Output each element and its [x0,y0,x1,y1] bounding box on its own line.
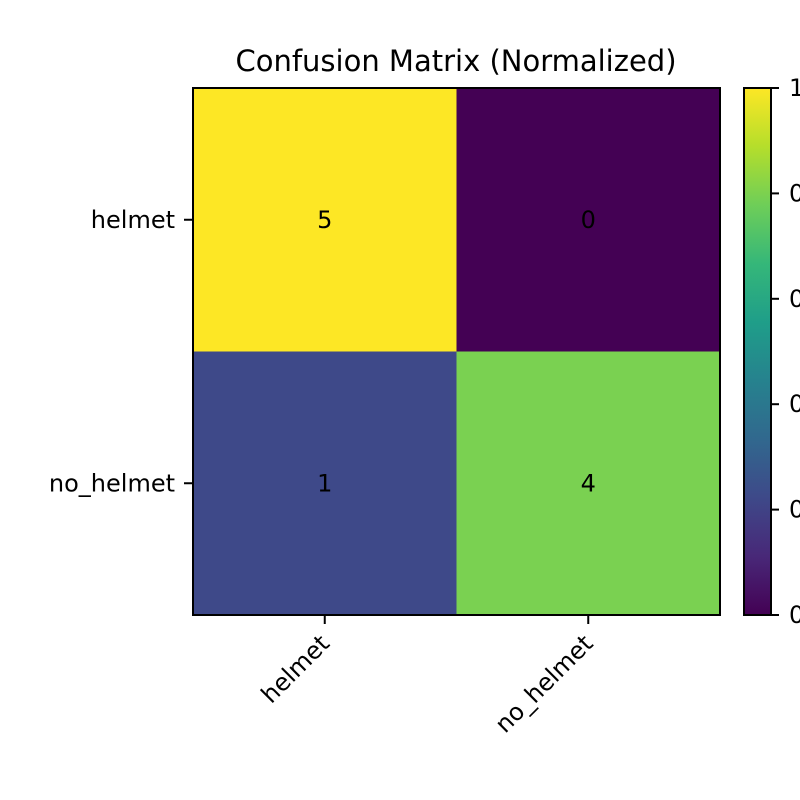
colorbar-tick-label: 1 [789,74,800,102]
heatmap-cell-no_helmet-helmet [193,351,457,616]
cell-value-label: 0 [581,206,596,234]
cell-value-label: 5 [317,206,332,234]
x-tick-label: helmet [256,629,335,708]
x-tick-label: no_helmet [490,629,599,738]
colorbar-tick-label: 0 [789,390,800,418]
x-axis-ticks: helmet no_helmet [256,615,599,738]
heatmap-cells [193,88,721,616]
colorbar-tick-label: 0 [789,179,800,207]
colorbar-tick-label: 0 [789,285,800,313]
colorbar-tick-label: 0 [789,601,800,629]
colorbar-ticks: 0 0 0 0 0 1 [771,74,800,629]
colorbar-tick-label: 0 [789,496,800,524]
y-axis-ticks: helmet no_helmet [49,206,193,497]
heatmap-cell-helmet-helmet [193,88,457,352]
heatmap-cell-no_helmet-no_helmet [456,351,721,616]
chart-title: Confusion Matrix (Normalized) [235,44,676,78]
plot-frame [192,87,721,616]
y-tick-label: helmet [91,206,175,234]
heatmap-cell-helmet-no_helmet [456,88,721,352]
heatmap-cell-labels: 5 0 1 4 [317,206,596,498]
cell-value-label: 4 [581,469,596,497]
cell-value-label: 1 [317,469,332,497]
colorbar-gradient [744,88,771,615]
colorbar-frame [743,87,772,616]
y-tick-label: no_helmet [49,469,175,497]
colorbar: 0 0 0 0 0 1 [743,74,800,629]
